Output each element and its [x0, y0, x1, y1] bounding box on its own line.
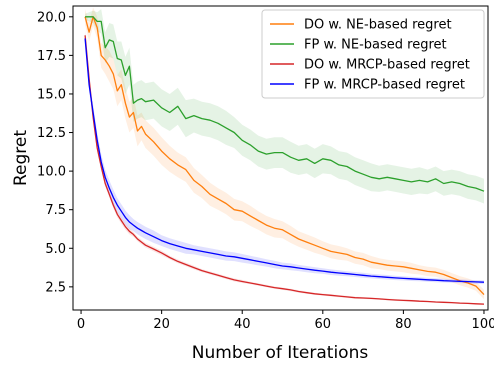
y-axis-ticks: 2.5 5.0 7.5 10.0 12.5 15.0 17.5 20.0	[37, 10, 73, 295]
legend: DO w. NE-based regret FP w. NE-based regr…	[261, 9, 485, 99]
x-tick-label: 0	[77, 317, 85, 332]
legend-label-3: DO w. MRCP-based regret	[304, 58, 470, 73]
x-tick-label: 100	[472, 317, 494, 332]
y-tick-label: 5.0	[45, 242, 66, 257]
plot-area-frame	[72, 5, 489, 311]
series-line-2	[85, 16, 485, 192]
x-tick-label: 80	[395, 317, 412, 332]
series-line-3	[84, 35, 485, 305]
y-axis-label: Regret	[11, 130, 31, 186]
y-tick-label: 2.5	[45, 280, 66, 295]
series-lines	[84, 16, 485, 305]
series-line-1	[84, 16, 485, 296]
legend-label-4: FP w. MRCP-based regret	[304, 78, 465, 93]
x-axis-ticks: 0 20 40 60 80 100	[77, 310, 494, 332]
y-tick-label: 20.0	[37, 10, 66, 25]
legend-label-2: FP w. NE-based regret	[304, 38, 447, 53]
x-tick-label: 40	[234, 317, 251, 332]
y-tick-label: 7.5	[45, 203, 66, 218]
y-tick-label: 17.5	[37, 49, 66, 64]
x-tick-label: 60	[315, 317, 332, 332]
legend-frame	[261, 9, 485, 99]
y-tick-label: 10.0	[37, 165, 66, 180]
x-axis-label: Number of Iterations	[192, 343, 369, 363]
y-tick-label: 15.0	[37, 87, 66, 102]
series-line-4	[84, 38, 485, 283]
legend-label-1: DO w. NE-based regret	[304, 18, 452, 33]
x-tick-label: 20	[153, 317, 170, 332]
y-tick-label: 12.5	[37, 126, 66, 141]
